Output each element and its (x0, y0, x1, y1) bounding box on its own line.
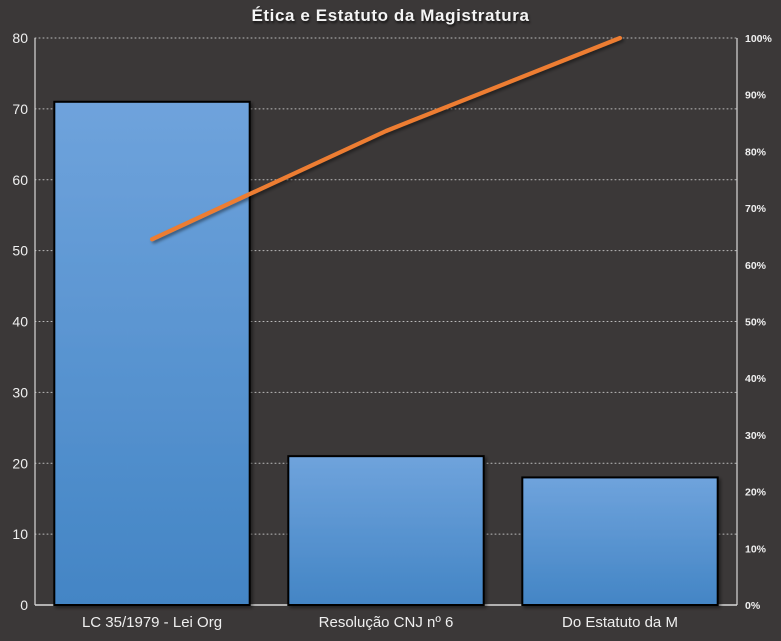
right-axis-tick-label: 60% (745, 260, 767, 272)
left-axis-tick-label: 20 (12, 455, 28, 471)
left-axis-tick-label: 30 (12, 384, 28, 400)
category-label-1: Resolução CNJ nº 6 (319, 614, 454, 631)
left-axis-tick-label: 60 (12, 172, 28, 188)
category-label-2: Do Estatuto da M (562, 614, 678, 631)
left-axis-tick-label: 50 (12, 243, 28, 259)
right-axis-tick-label: 40% (745, 373, 767, 385)
category-label-0: LC 35/1979 - Lei Org (82, 614, 222, 631)
bar-2 (521, 476, 719, 606)
left-axis-tick-label: 10 (12, 526, 28, 542)
right-axis-tick-label: 0% (745, 600, 761, 612)
chart-title: Ética e Estatuto da Magistratura (251, 6, 530, 25)
right-axis-tick-label: 30% (745, 430, 767, 442)
bar-0 (53, 100, 251, 606)
right-axis-tick-label: 100% (745, 33, 773, 45)
cumulative-line (149, 35, 623, 242)
bar-1 (287, 455, 485, 606)
right-axis-tick-label: 90% (745, 90, 767, 102)
right-axis-tick-label: 10% (745, 543, 767, 555)
right-axis-tick-label: 20% (745, 487, 767, 499)
left-axis-tick-label: 80 (12, 30, 28, 46)
left-axis-tick-label: 40 (12, 314, 28, 330)
left-axis-tick-label: 70 (12, 101, 28, 117)
right-axis-tick-label: 70% (745, 203, 767, 215)
right-axis-tick-label: 50% (745, 317, 767, 329)
left-axis-tick-label: 0 (20, 597, 28, 613)
right-axis-tick-label: 80% (745, 146, 767, 158)
